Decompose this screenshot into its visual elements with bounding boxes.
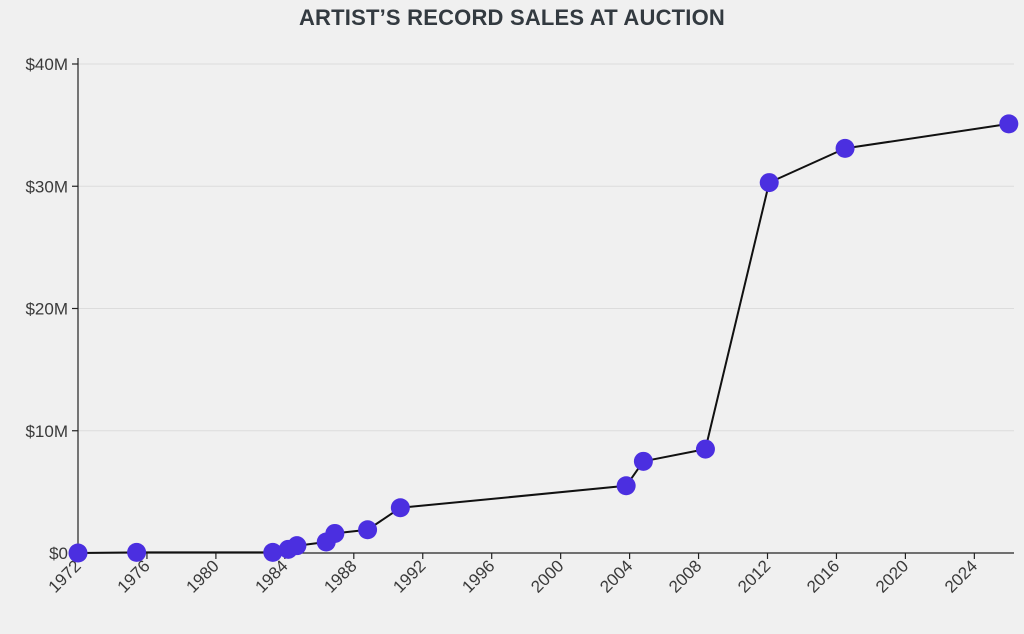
series-line xyxy=(77,122,1009,554)
data-point xyxy=(999,114,1019,134)
x-tick-label: 2024 xyxy=(941,556,981,596)
x-tick-label: 2012 xyxy=(734,556,774,596)
data-point xyxy=(127,542,147,562)
data-point xyxy=(325,523,345,543)
x-tick-label: 2020 xyxy=(872,556,912,596)
data-point xyxy=(68,543,88,563)
x-tick-label: 2000 xyxy=(527,556,567,596)
data-point xyxy=(759,173,779,193)
x-tick-label: 2008 xyxy=(665,556,705,596)
data-point xyxy=(287,536,307,556)
x-tick-label: 1996 xyxy=(458,556,498,596)
y-tick-label: $30M xyxy=(25,177,68,196)
x-tick-label: 2004 xyxy=(596,556,636,596)
data-point xyxy=(835,138,855,158)
x-tick-label: 2016 xyxy=(803,556,843,596)
chart-title: ARTIST’S RECORD SALES AT AUCTION xyxy=(298,5,726,30)
data-point xyxy=(263,542,283,562)
y-tick-label: $0 xyxy=(49,544,68,563)
y-tick-label: $10M xyxy=(25,422,68,441)
x-tick-label: 1976 xyxy=(114,556,154,596)
data-point xyxy=(695,439,715,459)
x-tick-label: 1980 xyxy=(183,556,223,596)
data-point xyxy=(633,451,653,471)
data-point xyxy=(358,520,378,540)
y-tick-label: $20M xyxy=(25,300,68,319)
data-point xyxy=(390,498,410,518)
y-tick-label: $40M xyxy=(25,55,68,74)
x-tick-label: 1984 xyxy=(251,556,291,596)
x-tick-label: 1988 xyxy=(320,556,360,596)
x-tick-label: 1992 xyxy=(389,556,429,596)
data-point xyxy=(616,476,636,496)
